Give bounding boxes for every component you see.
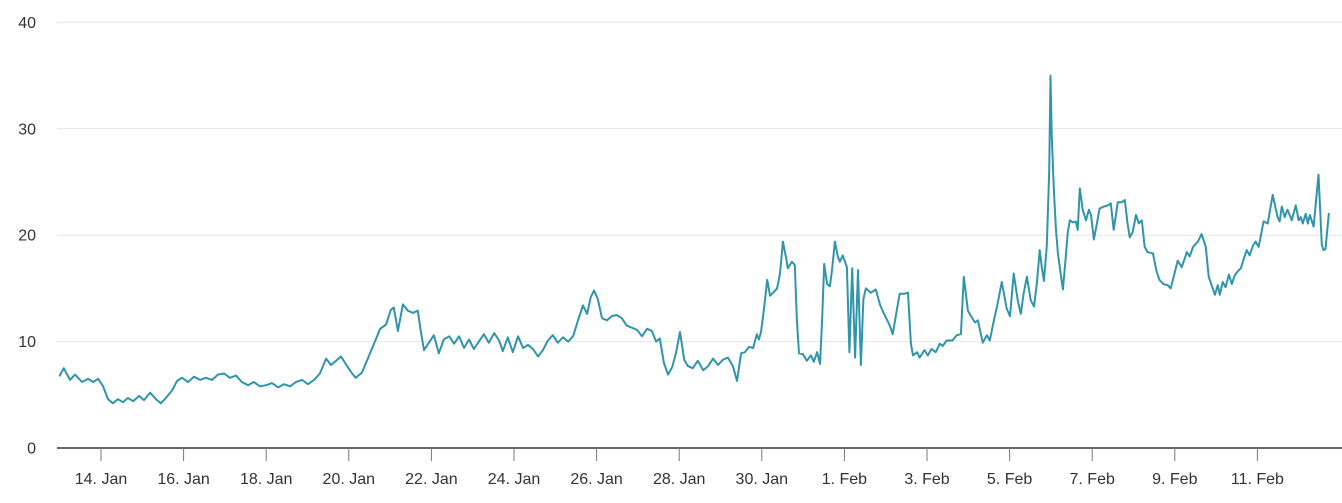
x-axis-label: 26. Jan: [570, 471, 622, 488]
x-axis-label: 16. Jan: [157, 471, 209, 488]
y-axis-label: 40: [18, 15, 36, 32]
x-axis-label: 30. Jan: [736, 471, 788, 488]
y-axis-label: 0: [27, 441, 36, 458]
x-axis-label: 20. Jan: [323, 471, 375, 488]
x-axis-label: 5. Feb: [987, 471, 1032, 488]
x-axis-label: 22. Jan: [405, 471, 457, 488]
x-axis-label: 11. Feb: [1231, 471, 1284, 488]
x-axis-label: 18. Jan: [240, 471, 292, 488]
x-axis-label: 28. Jan: [653, 471, 705, 488]
x-axis-label: 1. Feb: [822, 471, 867, 488]
x-axis-label: 3. Feb: [904, 471, 949, 488]
x-axis-label: 14. Jan: [75, 471, 127, 488]
x-axis-label: 7. Feb: [1070, 471, 1115, 488]
x-axis-label: 24. Jan: [488, 471, 540, 488]
x-axis-label: 9. Feb: [1152, 471, 1197, 488]
series-line: [58, 74, 1330, 405]
y-axis-label: 20: [18, 228, 36, 245]
y-axis-label: 10: [18, 334, 36, 351]
y-axis-label: 30: [18, 121, 36, 138]
